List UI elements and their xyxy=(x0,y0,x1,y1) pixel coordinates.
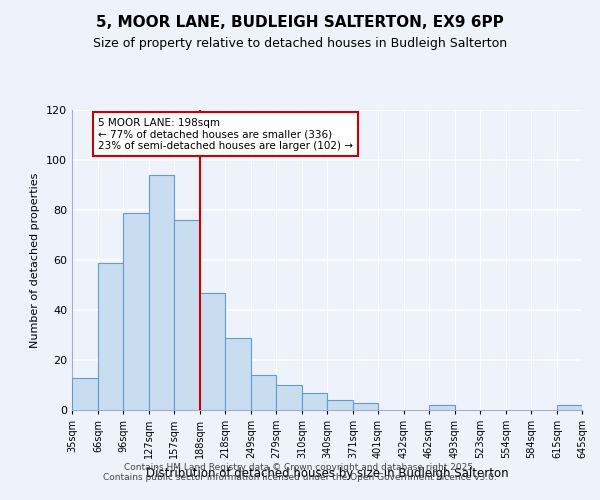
Bar xyxy=(149,175,174,410)
Text: 5, MOOR LANE, BUDLEIGH SALTERTON, EX9 6PP: 5, MOOR LANE, BUDLEIGH SALTERTON, EX9 6P… xyxy=(96,15,504,30)
Y-axis label: Number of detached properties: Number of detached properties xyxy=(31,172,40,348)
Bar xyxy=(72,378,98,410)
Bar xyxy=(353,402,378,410)
Text: Size of property relative to detached houses in Budleigh Salterton: Size of property relative to detached ho… xyxy=(93,38,507,51)
Bar xyxy=(429,405,455,410)
Bar xyxy=(327,400,353,410)
Bar xyxy=(98,262,123,410)
Bar xyxy=(557,405,582,410)
Bar xyxy=(251,375,276,410)
Text: 5 MOOR LANE: 198sqm
← 77% of detached houses are smaller (336)
23% of semi-detac: 5 MOOR LANE: 198sqm ← 77% of detached ho… xyxy=(98,118,353,150)
Bar xyxy=(123,212,149,410)
X-axis label: Distribution of detached houses by size in Budleigh Salterton: Distribution of detached houses by size … xyxy=(146,466,508,479)
Bar xyxy=(200,292,225,410)
Bar xyxy=(174,220,200,410)
Text: Contains HM Land Registry data © Crown copyright and database right 2025.
Contai: Contains HM Land Registry data © Crown c… xyxy=(103,463,497,482)
Bar xyxy=(302,392,327,410)
Bar xyxy=(225,338,251,410)
Bar xyxy=(276,385,302,410)
